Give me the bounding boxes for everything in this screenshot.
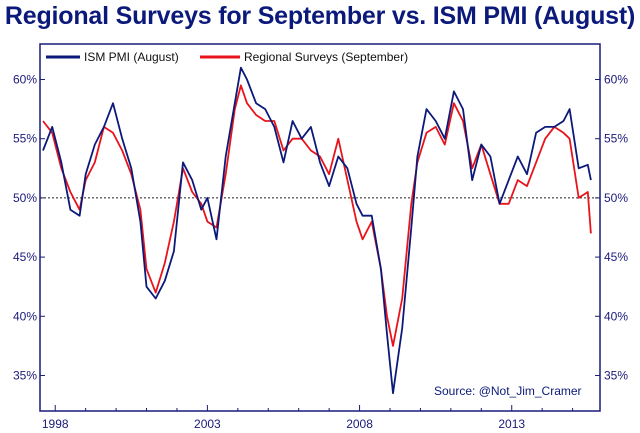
legend-label-ism: ISM PMI (August) xyxy=(84,50,179,64)
y-tick-label-right: 60% xyxy=(604,73,628,87)
source-note: Source: @Not_Jim_Cramer xyxy=(434,384,582,398)
y-tick-label-left: 50% xyxy=(13,191,37,205)
y-tick-label-left: 55% xyxy=(13,132,37,146)
y-tick-label-left: 40% xyxy=(13,309,37,323)
y-axis-left: 60% 55% 50% 45% 40% 35% xyxy=(13,73,45,382)
y-tick-label-left: 45% xyxy=(13,250,37,264)
y-tick-label-left: 35% xyxy=(13,368,37,382)
plot-frame xyxy=(39,43,601,412)
series-line-ism-pmi xyxy=(42,66,592,395)
legend: ISM PMI (August) Regional Surveys (Septe… xyxy=(46,50,408,64)
y-tick-label-left: 60% xyxy=(13,73,37,87)
y-tick-label-right: 40% xyxy=(604,309,628,323)
y-tick-label-right: 35% xyxy=(604,368,628,382)
x-tick-label: 2003 xyxy=(194,417,221,431)
y-tick-label-right: 55% xyxy=(604,132,628,146)
legend-label-regional: Regional Surveys (September) xyxy=(244,50,408,64)
x-axis: 1998 2003 2008 2013 xyxy=(42,405,574,431)
x-tick-label: 1998 xyxy=(42,417,69,431)
y-tick-label-right: 45% xyxy=(604,250,628,264)
y-axis-right: 60% 55% 50% 45% 40% 35% xyxy=(595,73,628,382)
y-tick-label-right: 50% xyxy=(604,191,628,205)
x-tick-label: 2008 xyxy=(346,417,373,431)
chart-title: Regional Surveys for September vs. ISM P… xyxy=(4,2,636,30)
x-tick-label: 2013 xyxy=(498,417,525,431)
series-line-regional-surveys xyxy=(42,84,592,347)
